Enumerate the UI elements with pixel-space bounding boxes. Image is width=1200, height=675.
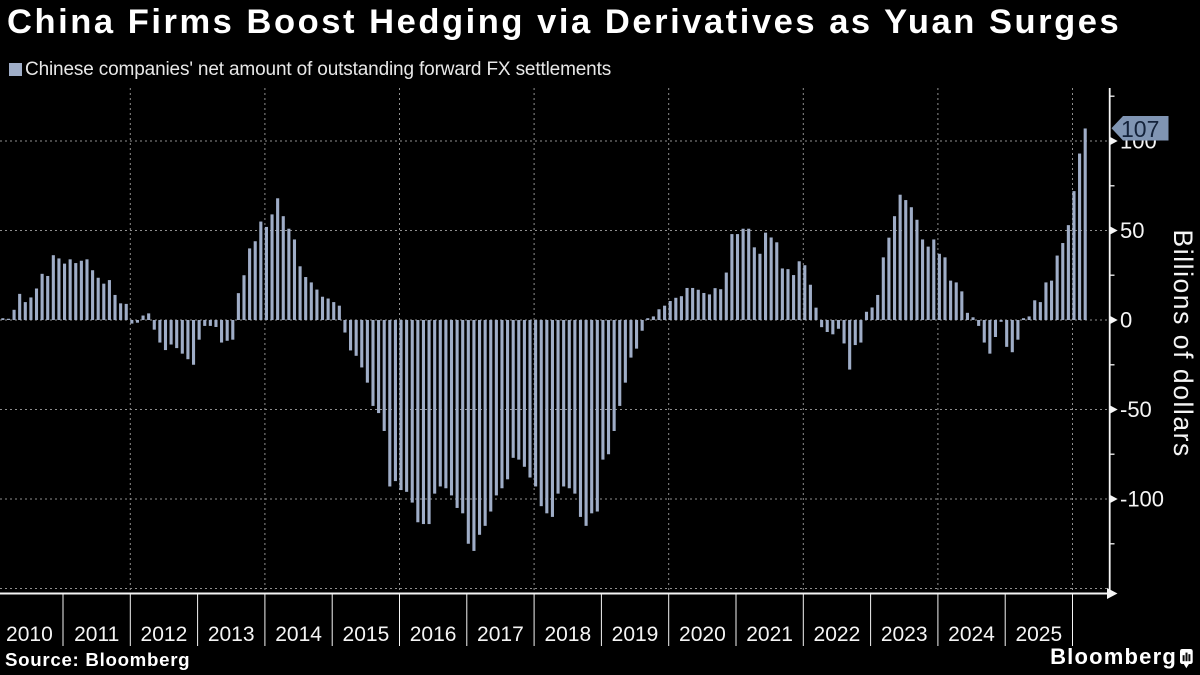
svg-text:2022: 2022 (814, 623, 861, 646)
svg-text:0: 0 (1120, 308, 1132, 333)
svg-text:2019: 2019 (612, 623, 659, 646)
svg-text:2024: 2024 (948, 623, 995, 646)
svg-text:2018: 2018 (544, 623, 591, 646)
svg-text:2012: 2012 (141, 623, 188, 646)
svg-text:2015: 2015 (343, 623, 390, 646)
svg-text:2016: 2016 (410, 623, 457, 646)
svg-text:-50: -50 (1120, 397, 1152, 422)
svg-text:-100: -100 (1120, 487, 1164, 512)
svg-text:107: 107 (1121, 116, 1159, 142)
svg-text:50: 50 (1120, 218, 1144, 243)
svg-text:2014: 2014 (275, 623, 322, 646)
svg-text:2020: 2020 (679, 623, 726, 646)
svg-text:2013: 2013 (208, 623, 255, 646)
svg-text:2023: 2023 (881, 623, 928, 646)
svg-text:Billions of dollars: Billions of dollars (1168, 230, 1198, 458)
svg-text:2021: 2021 (746, 623, 793, 646)
svg-text:2011: 2011 (74, 623, 119, 646)
svg-text:2025: 2025 (1015, 623, 1062, 646)
svg-text:2017: 2017 (477, 623, 524, 646)
svg-text:2010: 2010 (6, 623, 53, 646)
